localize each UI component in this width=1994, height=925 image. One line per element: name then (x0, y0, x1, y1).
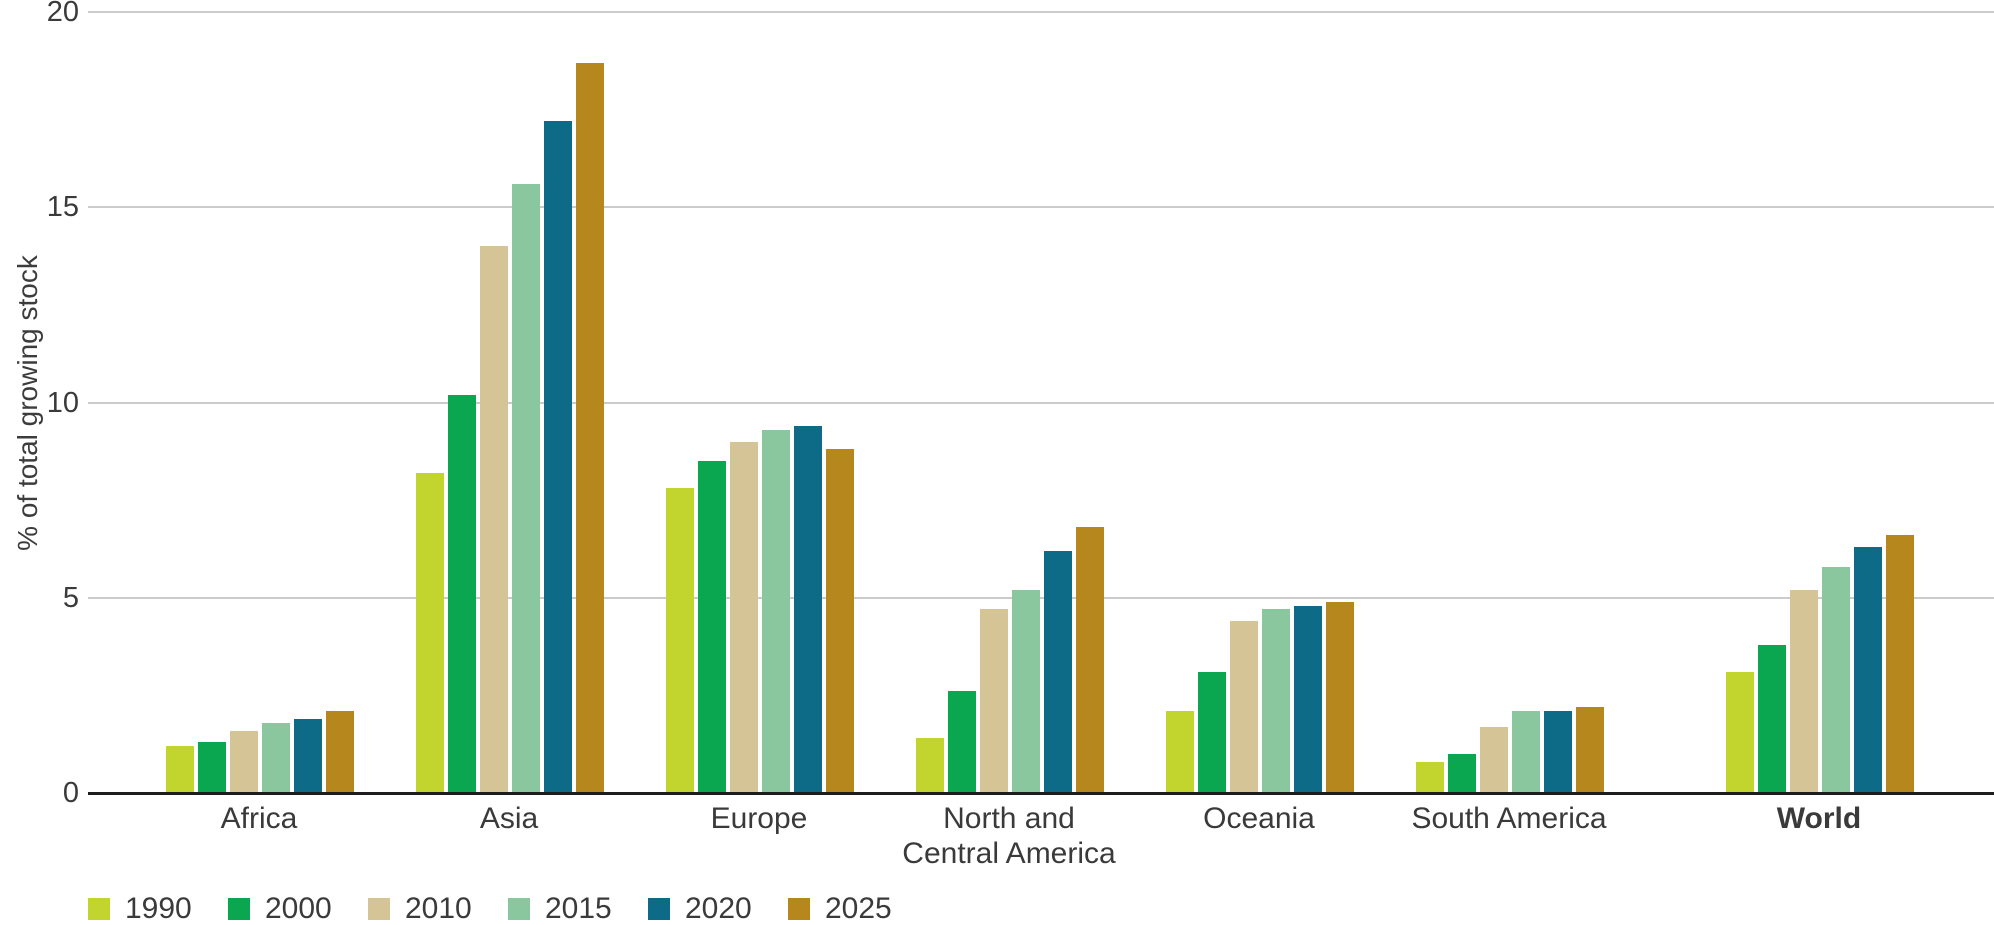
legend-label-2025: 2025 (825, 892, 892, 925)
bar-2000-oceania (1198, 672, 1226, 793)
bar-2010-oceania (1230, 621, 1258, 793)
bar-2025-world (1886, 535, 1914, 793)
bar-2015-south-america (1512, 711, 1540, 793)
bar-2020-oceania (1294, 606, 1322, 793)
y-tick-label-5: 5 (62, 581, 79, 614)
legend-item-2020: 2020 (648, 892, 752, 925)
bar-2025-africa (326, 711, 354, 793)
gridline-10 (88, 401, 1994, 404)
bar-2015-asia (512, 184, 540, 793)
legend-swatch-2020 (648, 898, 670, 920)
bar-2010-south-america (1480, 727, 1508, 793)
y-tick-label-15: 15 (46, 191, 79, 224)
bar-2000-north-and-central-america (948, 691, 976, 793)
legend-swatch-2015 (508, 898, 530, 920)
bar-2015-world (1822, 567, 1850, 793)
bar-2010-europe (730, 442, 758, 793)
x-axis-label-europe: Europe (710, 802, 808, 835)
legend-swatch-2010 (368, 898, 390, 920)
bar-1990-africa (166, 746, 194, 793)
bar-2020-africa (294, 719, 322, 793)
legend-item-1990: 1990 (88, 892, 192, 925)
gridline-5 (88, 596, 1994, 599)
bar-2015-oceania (1262, 609, 1290, 793)
legend-label-2015: 2015 (545, 892, 612, 925)
bar-2020-world (1854, 547, 1882, 793)
x-axis-label-africa: Africa (220, 802, 298, 835)
legend-swatch-2025 (788, 898, 810, 920)
gridline-20 (88, 11, 1994, 13)
legend-item-2025: 2025 (788, 892, 892, 925)
bar-2000-world (1758, 645, 1786, 793)
legend-item-2010: 2010 (368, 892, 472, 925)
bar-2020-north-and-central-america (1044, 551, 1072, 793)
bar-2010-africa (230, 731, 258, 793)
bar-2025-asia (576, 63, 604, 793)
legend-label-1990: 1990 (125, 892, 192, 925)
bar-1990-europe (666, 488, 694, 793)
legend-label-2010: 2010 (405, 892, 472, 925)
x-axis-label-south-america: South America (1411, 802, 1607, 835)
bar-2015-europe (762, 430, 790, 793)
x-axis-label-asia: Asia (479, 802, 539, 835)
bar-2025-oceania (1326, 602, 1354, 793)
bar-2000-europe (698, 461, 726, 793)
bar-2020-europe (794, 426, 822, 793)
legend-swatch-2000 (228, 898, 250, 920)
legend-item-2000: 2000 (228, 892, 332, 925)
x-axis-line (88, 792, 1994, 795)
bar-2025-north-and-central-america (1076, 527, 1104, 793)
legend-label-2020: 2020 (685, 892, 752, 925)
gridline-15 (88, 206, 1994, 209)
x-axis-label-world: World (1776, 802, 1862, 835)
bar-2025-south-america (1576, 707, 1604, 793)
bar-1990-asia (416, 473, 444, 793)
x-axis-label-north-and-central-america: North and Central America (902, 802, 1116, 870)
bar-2000-south-america (1448, 754, 1476, 793)
x-axis-label-oceania: Oceania (1203, 802, 1315, 835)
bar-2015-africa (262, 723, 290, 793)
bar-2015-north-and-central-america (1012, 590, 1040, 793)
bar-2010-north-and-central-america (980, 609, 1008, 793)
bar-1990-world (1726, 672, 1754, 793)
bar-1990-south-america (1416, 762, 1444, 793)
bar-2000-asia (448, 395, 476, 793)
legend-item-2015: 2015 (508, 892, 612, 925)
legend-swatch-1990 (88, 898, 110, 920)
y-tick-label-0: 0 (62, 777, 79, 809)
bar-2025-europe (826, 449, 854, 793)
bar-2010-asia (480, 246, 508, 793)
bar-2020-asia (544, 121, 572, 793)
bar-2010-world (1790, 590, 1818, 793)
bar-2000-africa (198, 742, 226, 793)
bar-1990-north-and-central-america (916, 738, 944, 793)
bar-1990-oceania (1166, 711, 1194, 793)
bar-2020-south-america (1544, 711, 1572, 793)
y-tick-label-10: 10 (46, 386, 79, 419)
legend-label-2000: 2000 (265, 892, 332, 925)
y-tick-label-20: 20 (46, 0, 79, 28)
